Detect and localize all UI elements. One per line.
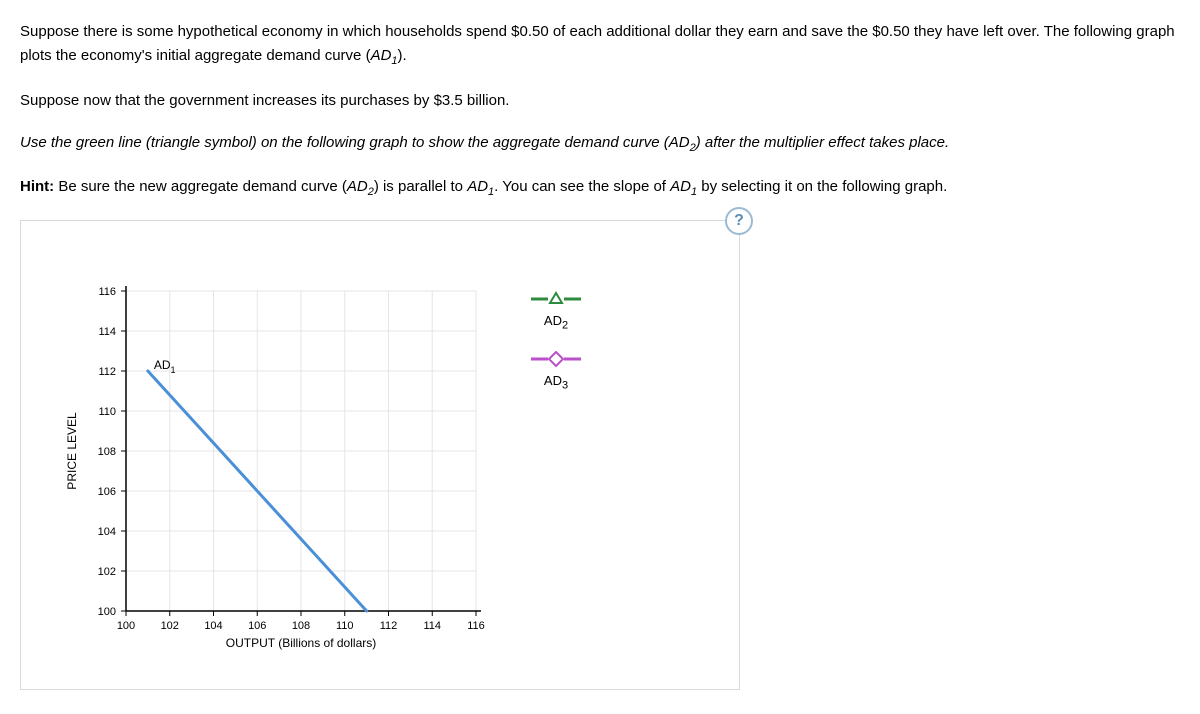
legend-item-ad2[interactable]: AD2 (496, 291, 616, 332)
legend-ad3-text: AD (544, 373, 562, 388)
hint-label: Hint: (20, 178, 54, 195)
svg-text:102: 102 (98, 566, 116, 578)
ad1-symbol-2: AD1 (467, 178, 494, 195)
svg-text:100: 100 (117, 620, 135, 632)
ad2-letters: AD (669, 134, 690, 151)
ad2-letters-2: AD (347, 178, 368, 195)
svg-text:100: 100 (98, 606, 116, 618)
ad1-letters-3: AD (670, 178, 691, 195)
paragraph-3: Use the green line (triangle symbol) on … (20, 131, 1180, 158)
ad1-letters: AD (371, 47, 392, 64)
help-button[interactable]: ? (725, 207, 753, 235)
paragraph-1: Suppose there is some hypothetical econo… (20, 20, 1180, 71)
p1-text-a: Suppose there is some hypothetical econo… (20, 23, 1175, 64)
ad1-symbol: AD1 (371, 47, 398, 64)
legend-ad2-label: AD2 (544, 313, 568, 332)
svg-text:114: 114 (98, 326, 116, 338)
ad2-symbol-2: AD2 (347, 178, 374, 195)
svg-text:102: 102 (161, 620, 179, 632)
ad2-symbol: AD2 (669, 134, 696, 151)
svg-text:104: 104 (98, 526, 116, 538)
svg-text:106: 106 (98, 486, 116, 498)
svg-text:116: 116 (467, 620, 485, 632)
legend-ad2-text: AD (544, 313, 562, 328)
paragraph-2: Suppose now that the government increase… (20, 89, 1180, 113)
svg-text:104: 104 (204, 620, 222, 632)
legend-ad3-label: AD3 (544, 373, 568, 392)
page-root: Suppose there is some hypothetical econo… (0, 0, 1200, 690)
svg-text:108: 108 (98, 446, 116, 458)
diamond-icon (531, 351, 581, 367)
ad1-letters-2: AD (467, 178, 488, 195)
p3-text-a: Use the green line (triangle symbol) on … (20, 134, 669, 151)
ad1-symbol-3: AD1 (670, 178, 697, 195)
svg-text:OUTPUT (Billions of dollars): OUTPUT (Billions of dollars) (226, 636, 376, 650)
help-icon: ? (734, 212, 744, 230)
legend-ad3-sub: 3 (562, 380, 568, 392)
svg-text:110: 110 (98, 406, 116, 418)
question-text-block: Suppose there is some hypothetical econo… (20, 20, 1180, 202)
svg-text:106: 106 (248, 620, 266, 632)
p4-text-e: by selecting it on the following graph. (697, 178, 947, 195)
p4-text-d: . You can see the slope of (494, 178, 670, 195)
legend-item-ad3[interactable]: AD3 (496, 351, 616, 392)
p4-text-c: ) is parallel to (374, 178, 467, 195)
legend-ad2-sub: 2 (562, 319, 568, 331)
svg-text:114: 114 (423, 620, 441, 632)
svg-text:110: 110 (336, 620, 354, 632)
svg-text:108: 108 (292, 620, 310, 632)
svg-text:112: 112 (98, 366, 116, 378)
svg-text:AD1: AD1 (154, 358, 176, 375)
p1-text-b: ). (398, 47, 407, 64)
svg-text:112: 112 (380, 620, 398, 632)
svg-text:116: 116 (98, 286, 116, 298)
graph-panel: ? 10010210410610811011211411610010210410… (20, 220, 740, 690)
p4-text-b: Be sure the new aggregate demand curve ( (54, 178, 347, 195)
chart-svg: 100 102 104 106 108 110 112 114 116 100 102 104 106 1… (51, 281, 511, 671)
p3-text-b: ) after the multiplier effect takes plac… (696, 134, 949, 151)
triangle-icon (531, 291, 581, 307)
svg-text:PRICE LEVEL: PRICE LEVEL (65, 412, 79, 490)
legend: AD2 AD3 (496, 291, 616, 412)
paragraph-4: Hint: Be sure the new aggregate demand c… (20, 175, 1180, 202)
